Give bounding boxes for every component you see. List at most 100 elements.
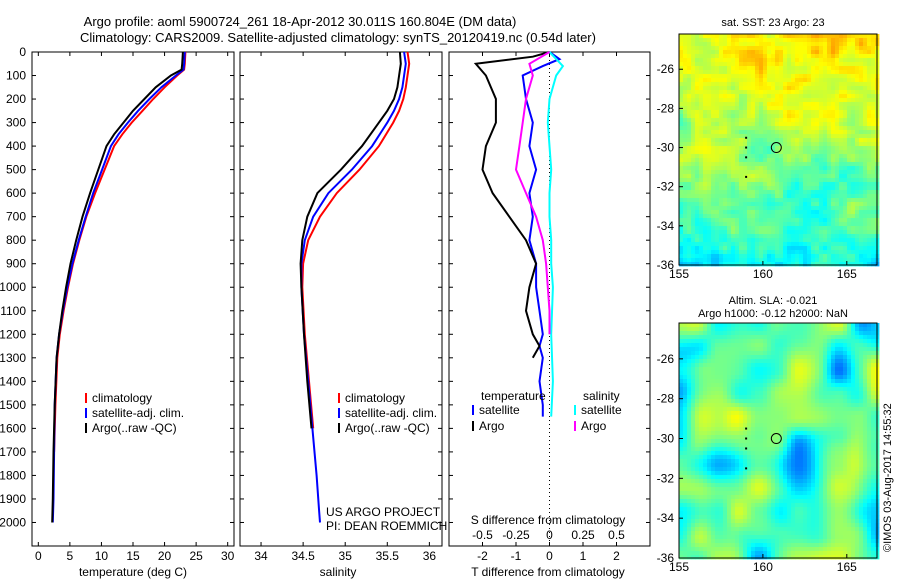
sst_map-cell — [727, 38, 732, 43]
sst_map-cell — [763, 70, 768, 75]
sst_map-cell — [711, 158, 716, 163]
sst_map-cell — [855, 74, 860, 79]
sla_map-cell — [691, 323, 696, 328]
sla_map-cell — [859, 447, 864, 452]
sst_map-cell — [851, 154, 856, 159]
sla_map-cell — [791, 419, 796, 424]
sst_map-cell — [731, 66, 736, 71]
sla_map-cell — [815, 343, 820, 348]
sla_map-cell — [703, 371, 708, 376]
sst_map-cell — [719, 138, 724, 143]
sst_map-cell — [687, 154, 692, 159]
sst_map-cell — [823, 50, 828, 55]
sst_map-cell — [867, 50, 872, 55]
sst_map-cell — [811, 74, 816, 79]
sla_map-cell — [815, 395, 820, 400]
sla_map-cell — [815, 399, 820, 404]
sst_map-cell — [831, 250, 836, 255]
sst_map-cell — [695, 146, 700, 151]
sla_map-cell — [771, 367, 776, 372]
sla_map-cell — [771, 375, 776, 380]
sst_map-cell — [839, 210, 844, 215]
difference-top-label: S difference from climatology — [471, 513, 626, 527]
sst_map-cell — [755, 222, 760, 227]
sla_map-cell — [795, 407, 800, 412]
sla_map-cell — [863, 355, 868, 360]
sst_map-cell — [767, 110, 772, 115]
sst_map-cell — [707, 42, 712, 47]
sst_map-cell — [715, 38, 720, 43]
sla_map-cell — [707, 387, 712, 392]
sla_map-cell — [703, 423, 708, 428]
sst_map-cell — [871, 258, 876, 263]
sla_map-cell — [823, 359, 828, 364]
sst_map-cell — [835, 130, 840, 135]
sla_map-cell — [787, 407, 792, 412]
sla_map-cell — [759, 351, 764, 356]
sst_map-cell — [679, 210, 684, 215]
sla_map-cell — [855, 459, 860, 464]
sla_map-cell — [727, 391, 732, 396]
sla_map-cell — [851, 391, 856, 396]
sst_map-cell — [795, 94, 800, 99]
sst_map-cell — [831, 254, 836, 259]
sla_map-cell — [679, 411, 684, 416]
sla_map-cell — [691, 415, 696, 420]
sst_map-cell — [831, 70, 836, 75]
sla_map-cell — [747, 451, 752, 456]
sst_map-cell — [703, 58, 708, 63]
sst_map-cell — [763, 34, 768, 39]
sst_map-cell — [827, 162, 832, 167]
sst_map-cell — [831, 186, 836, 191]
sla_map-cell — [807, 411, 812, 416]
sst_map-cell — [863, 234, 868, 239]
sst_map-cell — [843, 66, 848, 71]
sst_map-cell — [731, 138, 736, 143]
sst_map-cell — [735, 118, 740, 123]
sst_map-cell — [759, 258, 764, 263]
sst_map-cell — [775, 138, 780, 143]
sst_map-cell — [707, 198, 712, 203]
sst_map-cell — [739, 70, 744, 75]
sst_map-cell — [859, 246, 864, 251]
sla_map-cell — [699, 411, 704, 416]
sla_map-cell — [747, 347, 752, 352]
sla_map-cell — [859, 347, 864, 352]
sla_map-cell — [787, 351, 792, 356]
sst_map-cell — [807, 70, 812, 75]
sst_map-cell — [803, 154, 808, 159]
sla_map-cell — [715, 415, 720, 420]
sla_map-cell — [679, 355, 684, 360]
sst_map-cell — [831, 90, 836, 95]
sst_map-cell — [795, 238, 800, 243]
sst_map-cell — [859, 126, 864, 131]
sla_map-cell — [783, 395, 788, 400]
sst_map-cell — [719, 222, 724, 227]
sla_map-cell — [827, 439, 832, 444]
sla_map-cell — [723, 447, 728, 452]
sst_map-cell — [743, 38, 748, 43]
sst_map-cell — [767, 186, 772, 191]
temperature-ytick-label: 1400 — [0, 374, 26, 388]
sst_map-cell — [739, 170, 744, 175]
sst_map-cell — [783, 162, 788, 167]
sst_map-cell — [803, 218, 808, 223]
sst_map-cell — [731, 246, 736, 251]
sst_map-cell — [711, 210, 716, 215]
sst_map-cell — [855, 166, 860, 171]
sla_map-cell — [711, 403, 716, 408]
sst_map-cell — [767, 134, 772, 139]
sst_map-cell — [703, 66, 708, 71]
sla_map-cell — [691, 407, 696, 412]
sst_map-cell — [699, 62, 704, 67]
sst_map-cell — [855, 242, 860, 247]
sst_map-cell — [771, 190, 776, 195]
sla_map-cell — [843, 463, 848, 468]
sst_map-cell — [779, 50, 784, 55]
sla_map-cell — [807, 339, 812, 344]
sla_map-cell — [847, 419, 852, 424]
sst_map-cell — [687, 198, 692, 203]
sla_map-cell — [747, 407, 752, 412]
sla_map-cell — [763, 351, 768, 356]
sst_map-cell — [707, 174, 712, 179]
